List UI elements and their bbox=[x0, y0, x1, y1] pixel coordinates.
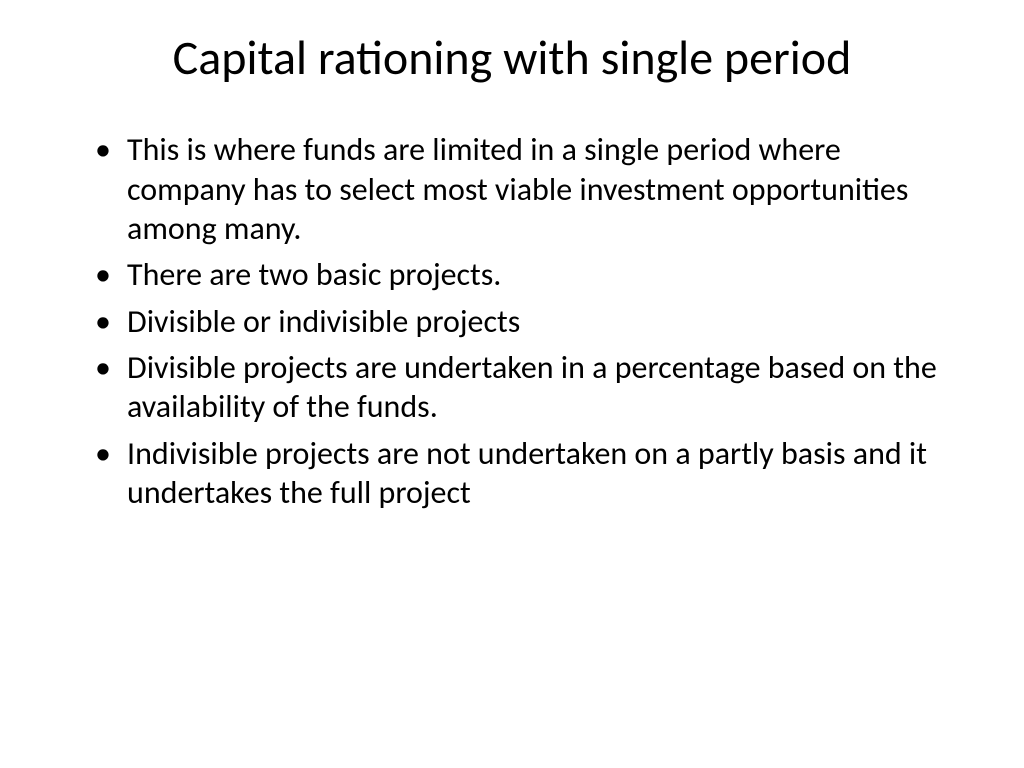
slide-title: Capital rationing with single period bbox=[65, 30, 959, 85]
bullet-item: Divisible projects are undertaken in a p… bbox=[95, 348, 959, 427]
bullet-item: There are two basic projects. bbox=[95, 255, 959, 294]
bullet-item: Divisible or indivisible projects bbox=[95, 302, 959, 341]
bullet-item: This is where funds are limited in a sin… bbox=[95, 130, 959, 248]
bullet-item: Indivisible projects are not undertaken … bbox=[95, 434, 959, 513]
bullet-list: This is where funds are limited in a sin… bbox=[65, 130, 959, 512]
